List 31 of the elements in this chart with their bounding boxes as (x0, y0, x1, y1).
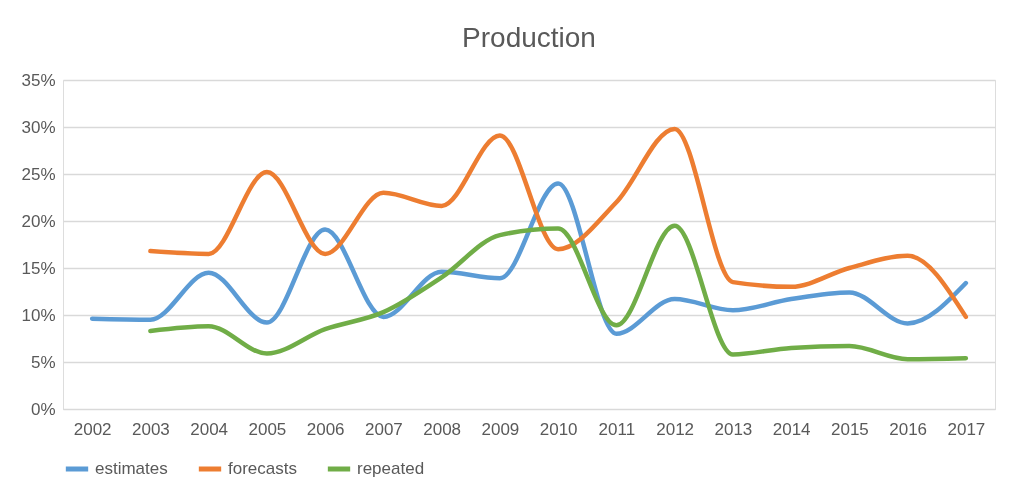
x-tick-label: 2003 (131, 419, 170, 439)
x-tick-label: 2009 (481, 419, 520, 439)
x-tick-label: 2011 (598, 419, 636, 439)
x-tick-label: 2005 (248, 419, 287, 439)
x-tick-label: 2010 (539, 419, 578, 439)
x-tick-label: 2006 (306, 419, 345, 439)
x-tick-label: 2004 (190, 419, 229, 439)
x-tick-label: 2015 (830, 419, 869, 439)
y-tick-label: 20% (21, 211, 56, 231)
y-tick-label: 15% (21, 258, 56, 278)
line-series (148, 126, 969, 320)
x-tick-label: 2016 (889, 419, 928, 439)
x-tick-label: 2002 (73, 419, 112, 439)
y-tick-label: 35% (21, 70, 56, 90)
y-tick-label: 0% (30, 399, 56, 419)
y-tick-label: 10% (21, 305, 56, 325)
x-tick-label: 2017 (947, 419, 986, 439)
x-tick-label: 2014 (772, 419, 811, 439)
line-series (148, 223, 969, 362)
legend-label: forecasts (228, 459, 297, 478)
x-tick-label: 2012 (656, 419, 695, 439)
y-tick-label: 30% (21, 117, 56, 137)
line-series (89, 181, 969, 337)
x-tick-label: 2008 (423, 419, 462, 439)
x-tick-label: 2013 (714, 419, 753, 439)
chart-title: Production (462, 22, 596, 53)
x-tick-label: 2007 (364, 419, 403, 439)
legend-label: estimates (95, 459, 168, 478)
legend-label: repeated (357, 459, 425, 478)
y-tick-label: 25% (21, 164, 56, 184)
y-tick-label: 5% (30, 352, 56, 372)
